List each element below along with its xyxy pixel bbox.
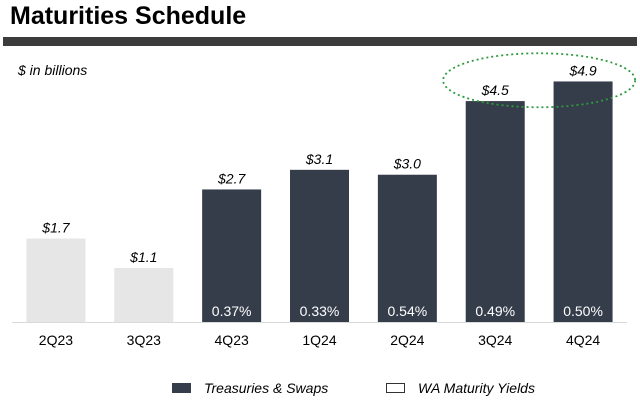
bar [465,101,525,322]
value-label: $1.1 [129,249,157,265]
yield-label: 0.49% [475,303,515,319]
x-tick-label: 1Q24 [302,332,336,348]
x-tick-label: 3Q23 [127,332,161,348]
x-tick-label: 4Q23 [215,332,249,348]
value-label: $4.5 [481,82,509,98]
chart-legend: Treasuries & Swaps WA Maturity Yields [0,380,640,400]
bar [553,81,613,322]
value-label: $3.0 [393,156,421,172]
bar [202,189,262,322]
x-tick-label: 4Q24 [566,332,600,348]
page-title: Maturities Schedule [10,2,247,30]
value-label: $3.1 [305,151,333,167]
value-label: $4.9 [568,62,596,78]
yield-label: 0.54% [388,303,428,319]
title-rule [3,37,637,46]
value-label: $1.7 [41,220,70,236]
x-tick-label: 3Q24 [478,332,512,348]
legend-item-treasuries: Treasuries & Swaps [172,380,328,396]
bar [377,174,437,322]
bar [290,169,349,322]
bar [114,268,174,322]
legend-item-yields: WA Maturity Yields [386,380,535,396]
legend-label-treasuries: Treasuries & Swaps [204,380,329,396]
x-tick-label: 2Q24 [390,332,424,348]
legend-swatch-yields [386,383,405,393]
value-label: $2.7 [217,170,246,186]
yield-label: 0.50% [563,303,603,319]
x-tick-label: 2Q23 [39,332,73,348]
yield-label: 0.37% [212,303,252,319]
yield-label: 0.33% [300,303,340,319]
bar [26,238,86,322]
legend-label-yields: WA Maturity Yields [418,380,535,396]
highlight-ellipse [442,52,637,109]
legend-swatch-treasuries [172,383,191,393]
unit-label: $ in billions [18,62,88,78]
